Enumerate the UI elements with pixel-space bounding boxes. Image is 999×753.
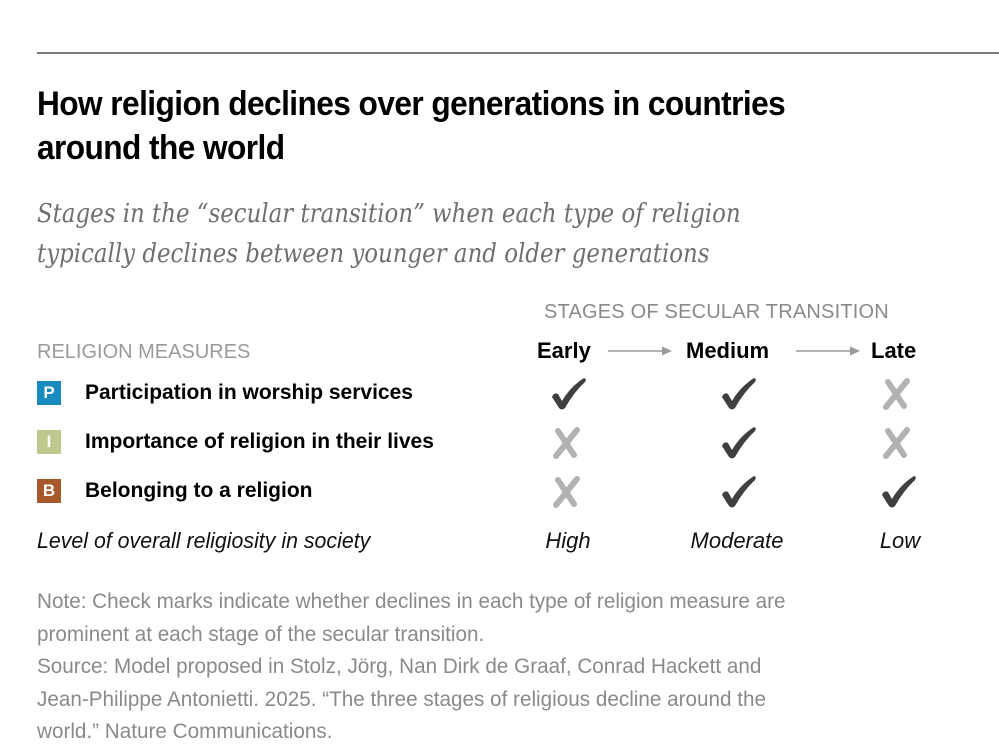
note-line-2: prominent at each stage of the secular t…	[37, 622, 485, 646]
chart-title: How religion declines over generations i…	[37, 82, 911, 170]
cross-icon	[548, 424, 588, 460]
measure-row-importance: I Importance of religion in their lives	[37, 429, 434, 455]
source-line-1: Source: Model proposed in Stolz, Jörg, N…	[37, 655, 762, 678]
footer-notes: Note: Check marks indicate whether decli…	[37, 586, 987, 749]
cross-icon	[548, 473, 588, 509]
check-icon	[718, 473, 758, 509]
stage-late: Late	[871, 338, 917, 363]
religiosity-moderate: Moderate	[690, 528, 784, 553]
subtitle-line-2: typically declines between younger and o…	[37, 239, 710, 269]
badge-b: B	[37, 479, 61, 503]
measure-row-belonging: B Belonging to a religion	[37, 478, 313, 504]
source-line-3: world.” Nature Communications.	[37, 720, 333, 743]
check-icon	[718, 424, 758, 460]
measure-label: Participation in worship services	[85, 381, 413, 404]
stage-medium: Medium	[686, 338, 770, 363]
source-line-2: Jean-Philippe Antonietti. 2025. “The thr…	[37, 687, 767, 711]
measures-header: RELIGION MEASURES	[37, 341, 251, 363]
check-icon	[718, 375, 758, 411]
measure-label: Belonging to a religion	[85, 479, 313, 502]
badge-p: P	[37, 381, 61, 405]
check-icon	[878, 473, 918, 509]
check-icon	[548, 375, 588, 411]
cross-icon	[878, 375, 918, 411]
stage-early: Early	[537, 338, 591, 363]
arrow-icon	[608, 345, 672, 357]
arrow-icon	[796, 345, 860, 357]
title-line-2: around the world	[37, 129, 285, 167]
top-divider	[37, 52, 999, 54]
subtitle-line-1: Stages in the “secular transition” when …	[37, 199, 741, 229]
measure-label: Importance of religion in their lives	[85, 430, 434, 453]
title-line-1: How religion declines over generations i…	[37, 85, 786, 123]
measure-row-participation: P Participation in worship services	[37, 380, 413, 406]
cross-icon	[878, 424, 918, 460]
stages-header: STAGES OF SECULAR TRANSITION	[544, 301, 889, 323]
badge-i: I	[37, 430, 61, 454]
chart-subtitle: Stages in the “secular transition” when …	[37, 194, 864, 274]
religiosity-label: Level of overall religiosity in society	[37, 528, 371, 553]
note-line-1: Note: Check marks indicate whether decli…	[37, 590, 786, 613]
religiosity-high: High	[545, 528, 591, 553]
religiosity-low: Low	[879, 528, 921, 553]
